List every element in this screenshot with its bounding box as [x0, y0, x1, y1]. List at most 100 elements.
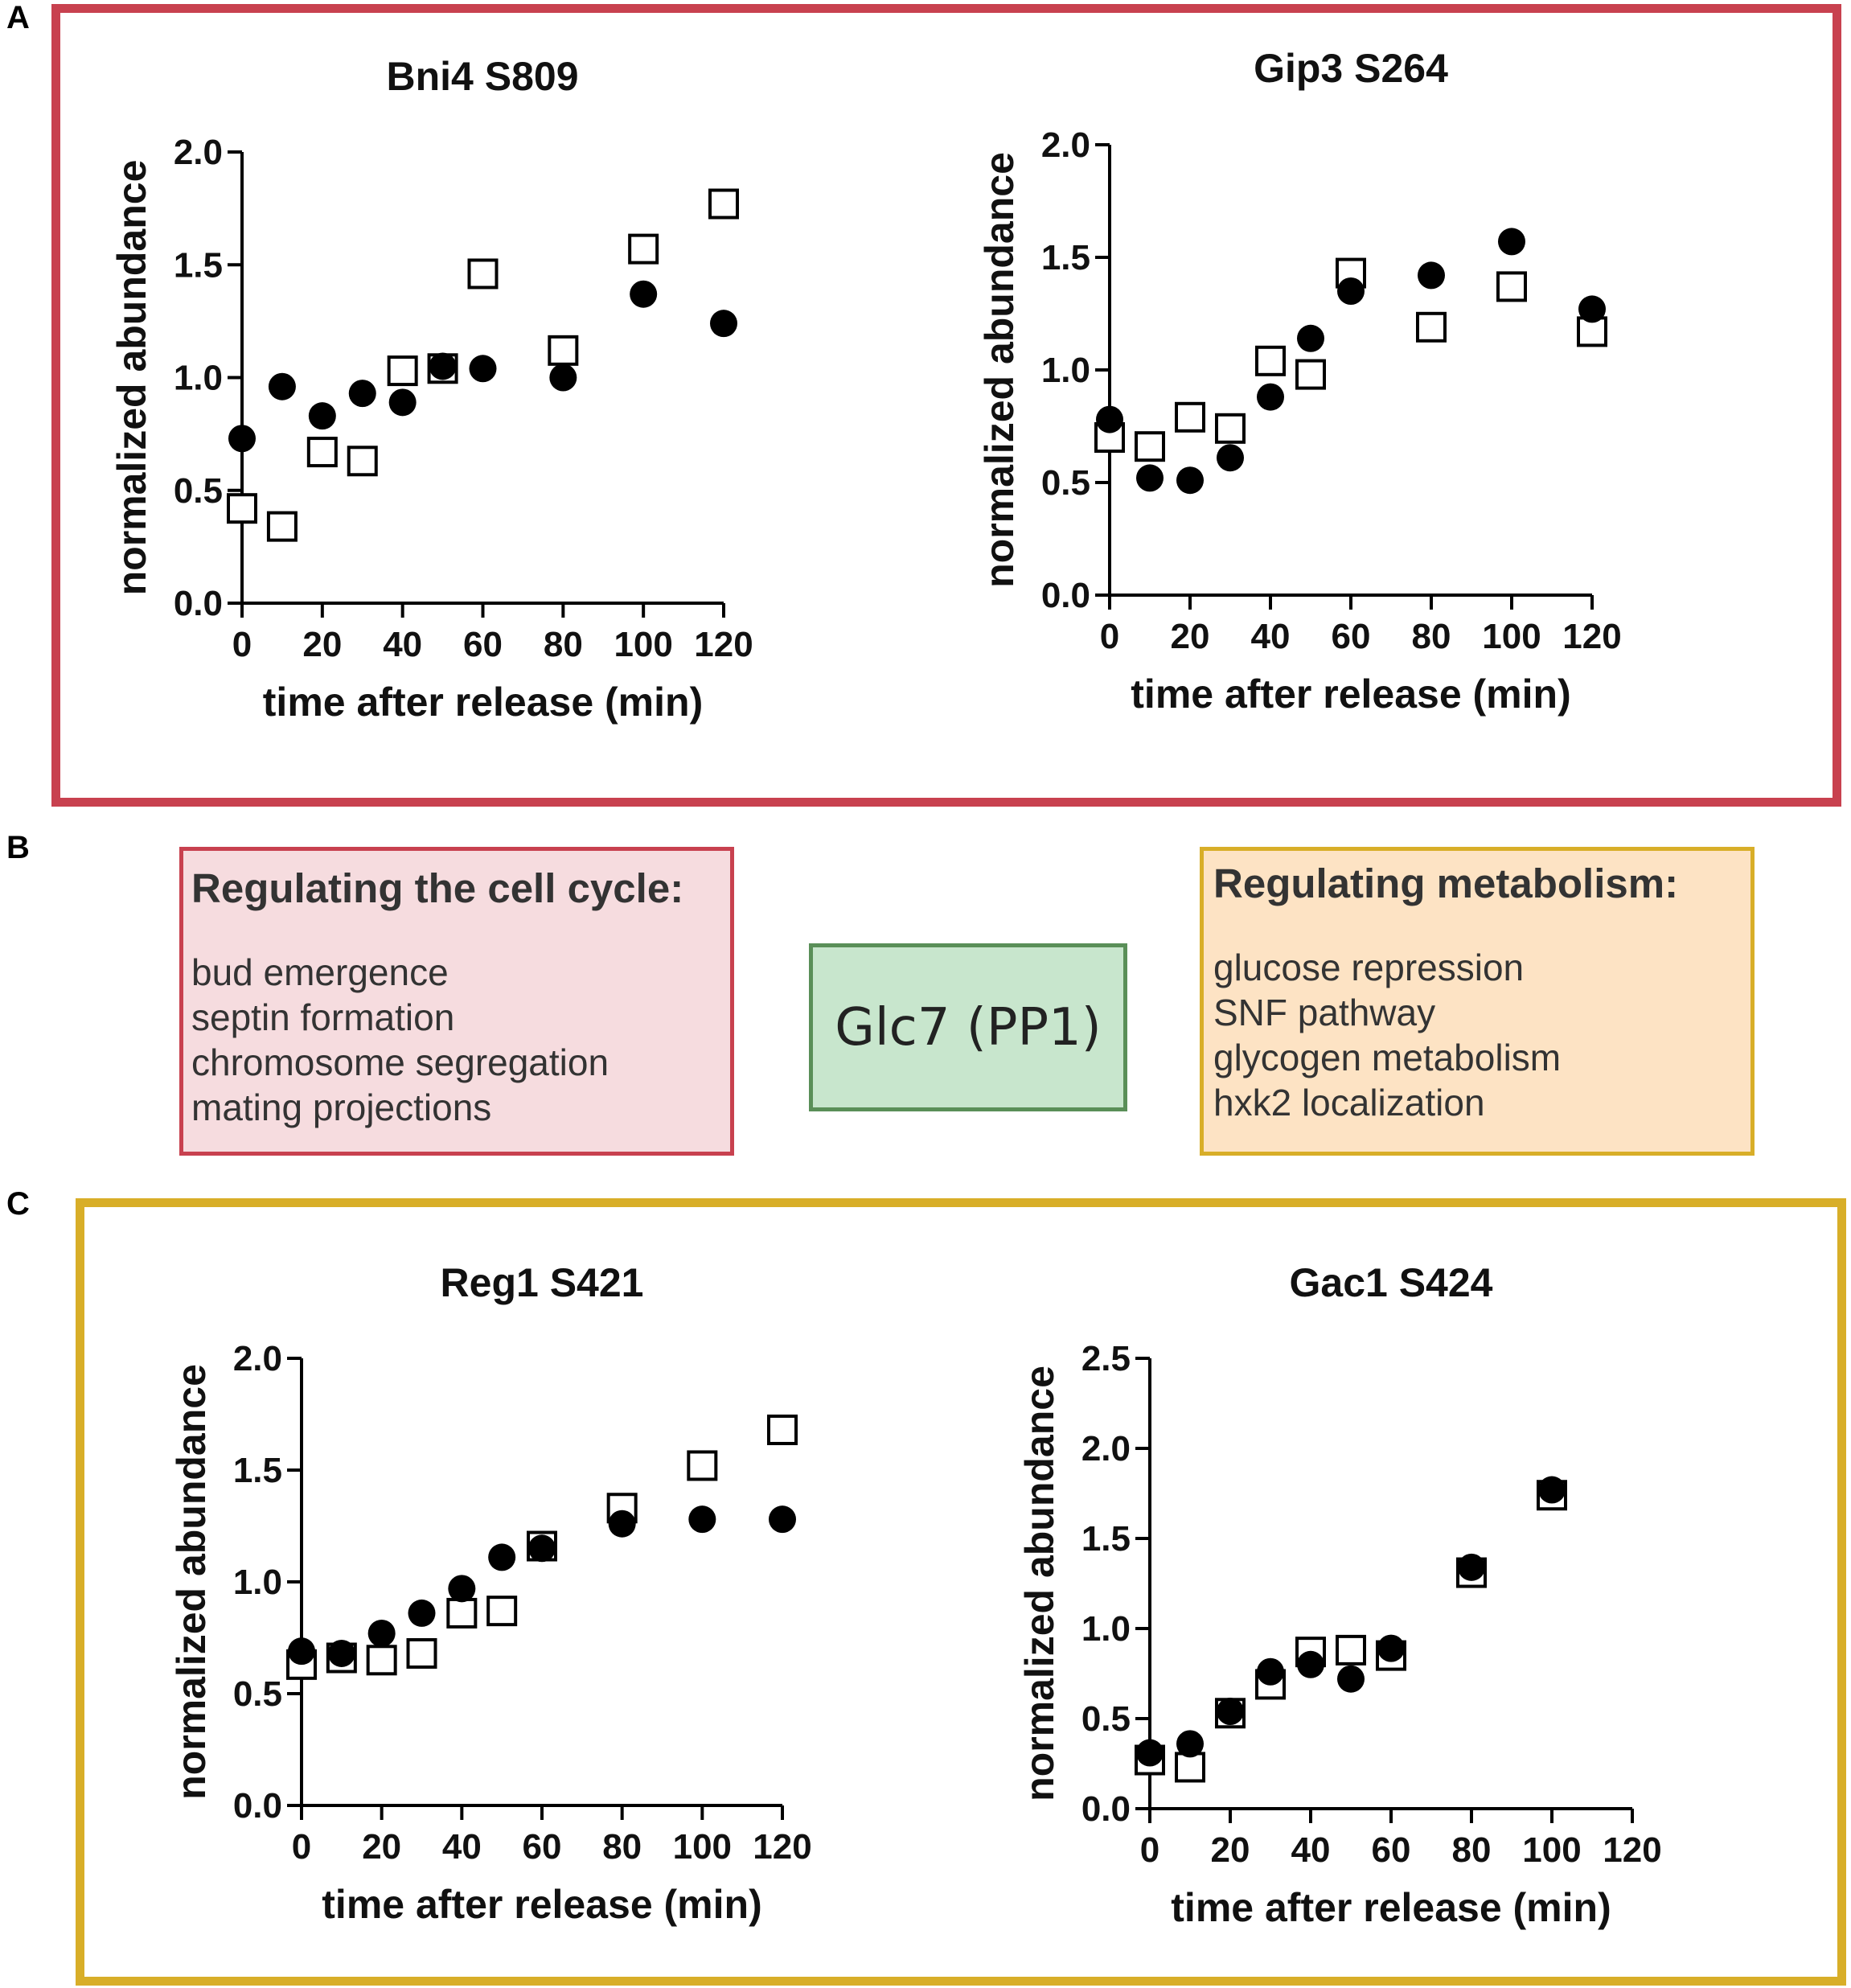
cell-cycle-item: mating projections [191, 1086, 492, 1129]
filled-circle-point [630, 280, 658, 308]
filled-circle-point [1538, 1476, 1566, 1504]
filled-circle-point [228, 425, 256, 453]
open-square-point [1175, 1752, 1205, 1783]
filled-circle-point [469, 355, 497, 383]
y-tick-label: 2.0 [233, 1339, 282, 1378]
open-square-point [486, 1596, 518, 1627]
filled-circle-point [1096, 405, 1123, 433]
x-tick-label: 80 [1412, 617, 1451, 656]
open-square-point [227, 493, 257, 524]
filled-circle-point [1458, 1553, 1485, 1581]
y-tick-label: 1.5 [174, 245, 223, 285]
x-tick-label: 120 [753, 1827, 811, 1867]
open-square-point [1215, 413, 1246, 444]
filled-circle-point [388, 388, 417, 417]
y-axis-label: normalized abundance [169, 1364, 214, 1800]
open-square-point [628, 233, 659, 265]
filled-circle-point [1297, 324, 1324, 352]
y-tick-label: 0.0 [233, 1786, 282, 1826]
x-tick-label: 60 [1332, 617, 1371, 656]
filled-circle-point [608, 1509, 636, 1538]
filled-circle-point [1176, 1730, 1204, 1758]
x-tick-label: 120 [1562, 617, 1621, 656]
y-tick-label: 2.5 [1081, 1339, 1131, 1378]
x-axis-label: time after release (min) [263, 680, 703, 725]
x-tick-label: 120 [694, 625, 753, 664]
x-tick-label: 40 [383, 625, 422, 664]
x-tick-label: 0 [1140, 1830, 1159, 1870]
filled-circle-point [1176, 466, 1204, 495]
filled-circle-point [1377, 1634, 1405, 1662]
x-tick-label: 20 [362, 1827, 401, 1867]
y-tick-label: 0.5 [1041, 463, 1090, 503]
y-axis-label: normalized abundance [109, 160, 154, 596]
open-square-point [306, 437, 338, 468]
open-square-point [1295, 359, 1326, 390]
filled-circle-point [429, 352, 457, 380]
filled-circle-point [769, 1505, 796, 1534]
chart-3: Reg1 S421 0.0 0.5 1.0 1.5 2.0 0 20 40 60 80 100 120 t… [169, 1260, 812, 1927]
open-square-point [1416, 311, 1447, 343]
glc7-box: Glc7 (PP1) [809, 943, 1127, 1111]
open-square-point [1255, 345, 1286, 376]
chart-2: Gip3 S264 0.0 0.5 1.0 1.5 2.0 0 20 40 60 80 100 120 t… [977, 46, 1622, 717]
x-tick-label: 60 [523, 1827, 562, 1867]
y-axis-label: normalized abundance [1017, 1366, 1062, 1801]
glc7-label: Glc7 (PP1) [835, 997, 1102, 1058]
y-tick-label: 2.0 [1041, 125, 1090, 165]
open-square-point [1175, 401, 1205, 433]
filled-circle-point [408, 1599, 436, 1627]
x-tick-label: 60 [1372, 1830, 1411, 1870]
cell-cycle-item: bud emergence [191, 951, 449, 994]
panel-a-frame [51, 4, 1841, 807]
x-tick-label: 100 [673, 1827, 732, 1867]
filled-circle-point [327, 1639, 355, 1667]
filled-circle-point [688, 1505, 716, 1534]
filled-circle-point [1337, 277, 1365, 305]
y-tick-label: 0.0 [1081, 1789, 1131, 1829]
y-tick-label: 1.5 [1081, 1519, 1131, 1559]
chart-1: Bni4 S809 0.0 0.5 1.0 1.5 2.0 0 20 40 60 80 100 120 t… [109, 54, 753, 725]
open-square-point [1577, 316, 1607, 347]
x-tick-label: 40 [442, 1827, 482, 1867]
filled-circle-point [367, 1619, 396, 1647]
open-square-point [1496, 271, 1527, 302]
filled-circle-point [1257, 383, 1284, 411]
x-tick-label: 20 [1211, 1830, 1250, 1870]
y-tick-label: 1.5 [1041, 238, 1090, 277]
y-tick-label: 2.0 [174, 133, 223, 172]
y-tick-label: 1.5 [233, 1451, 282, 1490]
cell-cycle-box: Regulating the cell cycle: bud emergence… [179, 847, 734, 1156]
y-tick-label: 0.0 [174, 584, 223, 623]
cell-cycle-item: chromosome segregation [191, 1041, 609, 1084]
filled-circle-point [1498, 228, 1525, 256]
x-tick-label: 100 [1522, 1830, 1581, 1870]
y-tick-label: 1.0 [1041, 351, 1090, 390]
y-tick-label: 0.5 [1081, 1699, 1131, 1739]
x-tick-label: 80 [1452, 1830, 1492, 1870]
x-tick-label: 0 [232, 625, 252, 664]
open-square-point [347, 446, 378, 477]
x-tick-label: 80 [544, 625, 583, 664]
metabolism-item: glycogen metabolism [1213, 1037, 1562, 1079]
panel-c-frame [76, 1198, 1846, 1986]
open-square-point [446, 1597, 478, 1629]
filled-circle-point [528, 1534, 556, 1563]
panel-b-label: B [6, 830, 30, 865]
filled-circle-point [549, 364, 577, 392]
y-tick-label: 1.0 [233, 1563, 282, 1602]
x-tick-label: 80 [602, 1827, 642, 1867]
filled-circle-point [288, 1637, 315, 1666]
open-square-point [366, 1645, 397, 1676]
open-square-point [1135, 431, 1165, 462]
filled-circle-point [1297, 1650, 1324, 1678]
open-square-point [548, 335, 579, 366]
cell-cycle-title: Regulating the cell cycle: [191, 865, 684, 911]
metabolism-box: Regulating metabolism: glucose repressio… [1200, 847, 1755, 1156]
x-tick-label: 120 [1603, 1830, 1661, 1870]
filled-circle-point [448, 1575, 476, 1603]
metabolism-title: Regulating metabolism: [1213, 861, 1679, 906]
x-axis-label: time after release (min) [322, 1882, 761, 1927]
chart-title: Gac1 S424 [1290, 1260, 1493, 1305]
